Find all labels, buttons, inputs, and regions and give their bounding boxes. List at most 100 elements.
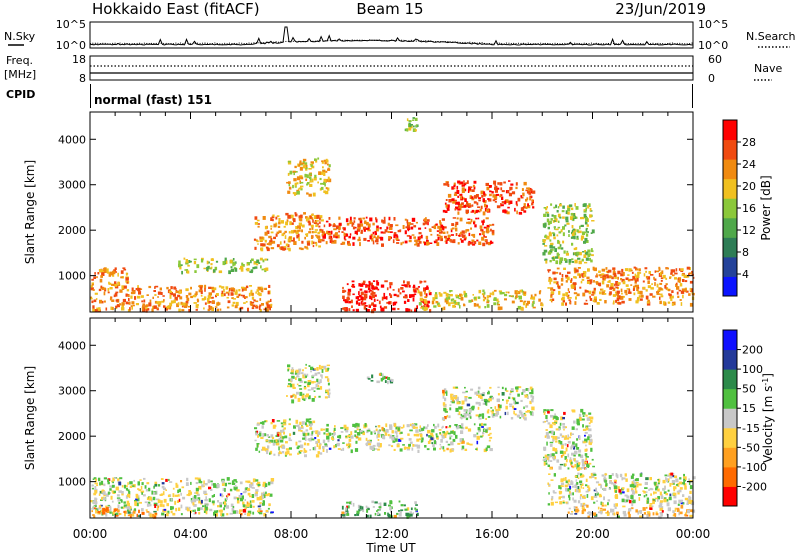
data-cell bbox=[581, 475, 585, 477]
data-cell bbox=[305, 375, 307, 378]
data-cell bbox=[291, 375, 295, 379]
data-cell bbox=[445, 241, 448, 244]
data-cell bbox=[438, 429, 442, 431]
data-cell bbox=[117, 504, 120, 509]
data-cell bbox=[294, 212, 297, 215]
data-cell bbox=[317, 451, 320, 455]
data-cell bbox=[128, 301, 131, 305]
data-cell bbox=[255, 479, 259, 482]
data-cell bbox=[574, 450, 578, 455]
data-cell bbox=[212, 483, 216, 486]
data-cell bbox=[304, 162, 308, 167]
data-cell bbox=[449, 437, 452, 440]
data-cell bbox=[148, 496, 152, 501]
data-cell bbox=[468, 299, 472, 303]
data-cell bbox=[314, 437, 317, 440]
data-cell bbox=[173, 299, 176, 304]
data-cell bbox=[168, 481, 173, 483]
data-cell bbox=[585, 217, 588, 221]
data-cell bbox=[347, 435, 351, 437]
data-cell bbox=[267, 290, 270, 295]
data-cell bbox=[176, 303, 179, 308]
data-cell bbox=[550, 414, 554, 418]
data-cell bbox=[622, 505, 626, 508]
data-cell bbox=[359, 242, 361, 247]
data-cell bbox=[582, 412, 586, 415]
data-cell bbox=[152, 513, 155, 518]
data-cell bbox=[328, 223, 331, 227]
data-cell bbox=[107, 505, 112, 508]
data-cell bbox=[682, 279, 685, 282]
data-cell bbox=[587, 249, 591, 253]
data-cell bbox=[347, 243, 351, 246]
data-cell bbox=[260, 247, 264, 252]
data-cell bbox=[387, 230, 390, 233]
data-cell bbox=[282, 423, 286, 426]
data-cell bbox=[159, 494, 163, 496]
data-cell bbox=[559, 490, 562, 494]
data-cell bbox=[460, 231, 462, 235]
data-cell bbox=[684, 288, 687, 293]
data-cell bbox=[408, 127, 412, 131]
data-cell bbox=[561, 436, 564, 438]
data-cell bbox=[287, 238, 291, 243]
data-cell bbox=[434, 294, 438, 298]
data-cell bbox=[107, 491, 110, 495]
data-cell bbox=[614, 275, 617, 279]
data-cell bbox=[629, 484, 632, 488]
data-cell bbox=[348, 235, 351, 239]
data-cell bbox=[416, 438, 420, 442]
data-cell bbox=[396, 294, 400, 298]
data-cell bbox=[446, 181, 449, 186]
data-cell bbox=[636, 288, 639, 292]
data-cell bbox=[315, 430, 319, 435]
data-cell bbox=[450, 298, 453, 302]
data-cell bbox=[367, 285, 369, 288]
data-cell bbox=[265, 494, 269, 497]
data-cell bbox=[580, 503, 583, 507]
data-cell bbox=[485, 429, 488, 433]
data-cell bbox=[546, 441, 548, 446]
data-cell bbox=[569, 216, 573, 220]
data-cell bbox=[218, 302, 221, 305]
scatter-band bbox=[442, 180, 536, 216]
data-cell bbox=[95, 478, 97, 483]
data-cell bbox=[256, 423, 260, 426]
data-cell bbox=[578, 453, 581, 457]
data-cell bbox=[434, 241, 438, 244]
data-cell bbox=[290, 230, 295, 234]
data-cell bbox=[546, 211, 549, 214]
data-cell bbox=[442, 209, 446, 213]
data-cell bbox=[265, 267, 269, 271]
data-cell bbox=[480, 190, 484, 195]
data-cell bbox=[149, 503, 152, 507]
data-cell bbox=[157, 499, 161, 504]
data-cell bbox=[94, 490, 98, 494]
data-cell bbox=[569, 302, 571, 304]
data-cell bbox=[167, 510, 170, 514]
data-cell bbox=[410, 223, 414, 225]
data-cell bbox=[685, 514, 689, 517]
data-cell bbox=[333, 239, 337, 244]
data-cell bbox=[511, 191, 516, 195]
data-cell bbox=[552, 431, 555, 436]
data-cell bbox=[449, 425, 452, 427]
data-cell bbox=[342, 442, 345, 444]
data-cell bbox=[310, 437, 313, 440]
data-cell bbox=[198, 511, 201, 515]
data-cell bbox=[264, 268, 267, 273]
data-cell bbox=[468, 408, 472, 413]
data-cell bbox=[445, 293, 449, 297]
data-cell bbox=[317, 157, 320, 160]
data-cell bbox=[588, 412, 592, 415]
data-cell bbox=[361, 506, 364, 510]
data-cell bbox=[510, 417, 514, 420]
data-cell bbox=[250, 504, 253, 508]
data-cell bbox=[118, 490, 122, 493]
data-cell bbox=[425, 235, 429, 239]
data-cell bbox=[308, 193, 312, 197]
data-cell bbox=[603, 487, 607, 491]
data-cell bbox=[525, 303, 529, 306]
data-cell bbox=[302, 165, 306, 169]
data-cell bbox=[560, 278, 564, 282]
